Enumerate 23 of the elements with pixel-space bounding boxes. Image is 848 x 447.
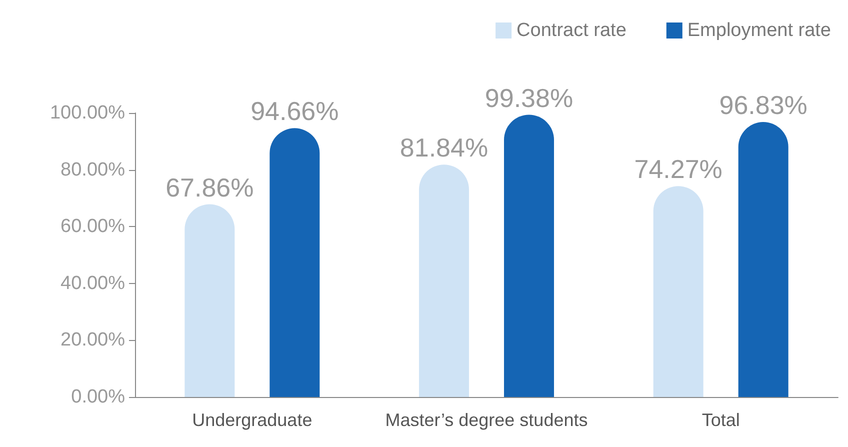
data-label: 67.86% bbox=[166, 172, 254, 202]
y-tick-label: 20.00% bbox=[60, 330, 126, 351]
data-label: 94.66% bbox=[250, 96, 339, 126]
bar bbox=[419, 164, 469, 397]
bar bbox=[504, 114, 554, 397]
legend-label: Employment rate bbox=[687, 20, 832, 41]
bar bbox=[270, 128, 320, 397]
bar bbox=[653, 186, 704, 397]
data-label: 96.83% bbox=[719, 90, 808, 120]
data-label: 74.27% bbox=[634, 154, 722, 184]
data-label: 99.38% bbox=[484, 82, 574, 113]
y-tick-label: 40.00% bbox=[60, 272, 126, 294]
x-tick-label: Master’s degree students bbox=[385, 410, 588, 430]
y-tick-label: 100.00% bbox=[50, 102, 126, 124]
y-tick-label: 60.00% bbox=[60, 216, 126, 238]
legend-label: Contract rate bbox=[516, 20, 626, 41]
bar bbox=[184, 204, 235, 397]
y-tick-label: 0.00% bbox=[71, 386, 126, 408]
bar bbox=[738, 122, 788, 397]
x-tick-label: Undergraduate bbox=[192, 410, 312, 430]
y-tick-label: 80.00% bbox=[60, 159, 126, 180]
x-tick-label: Total bbox=[702, 410, 740, 430]
data-label: 81.84% bbox=[400, 132, 488, 163]
